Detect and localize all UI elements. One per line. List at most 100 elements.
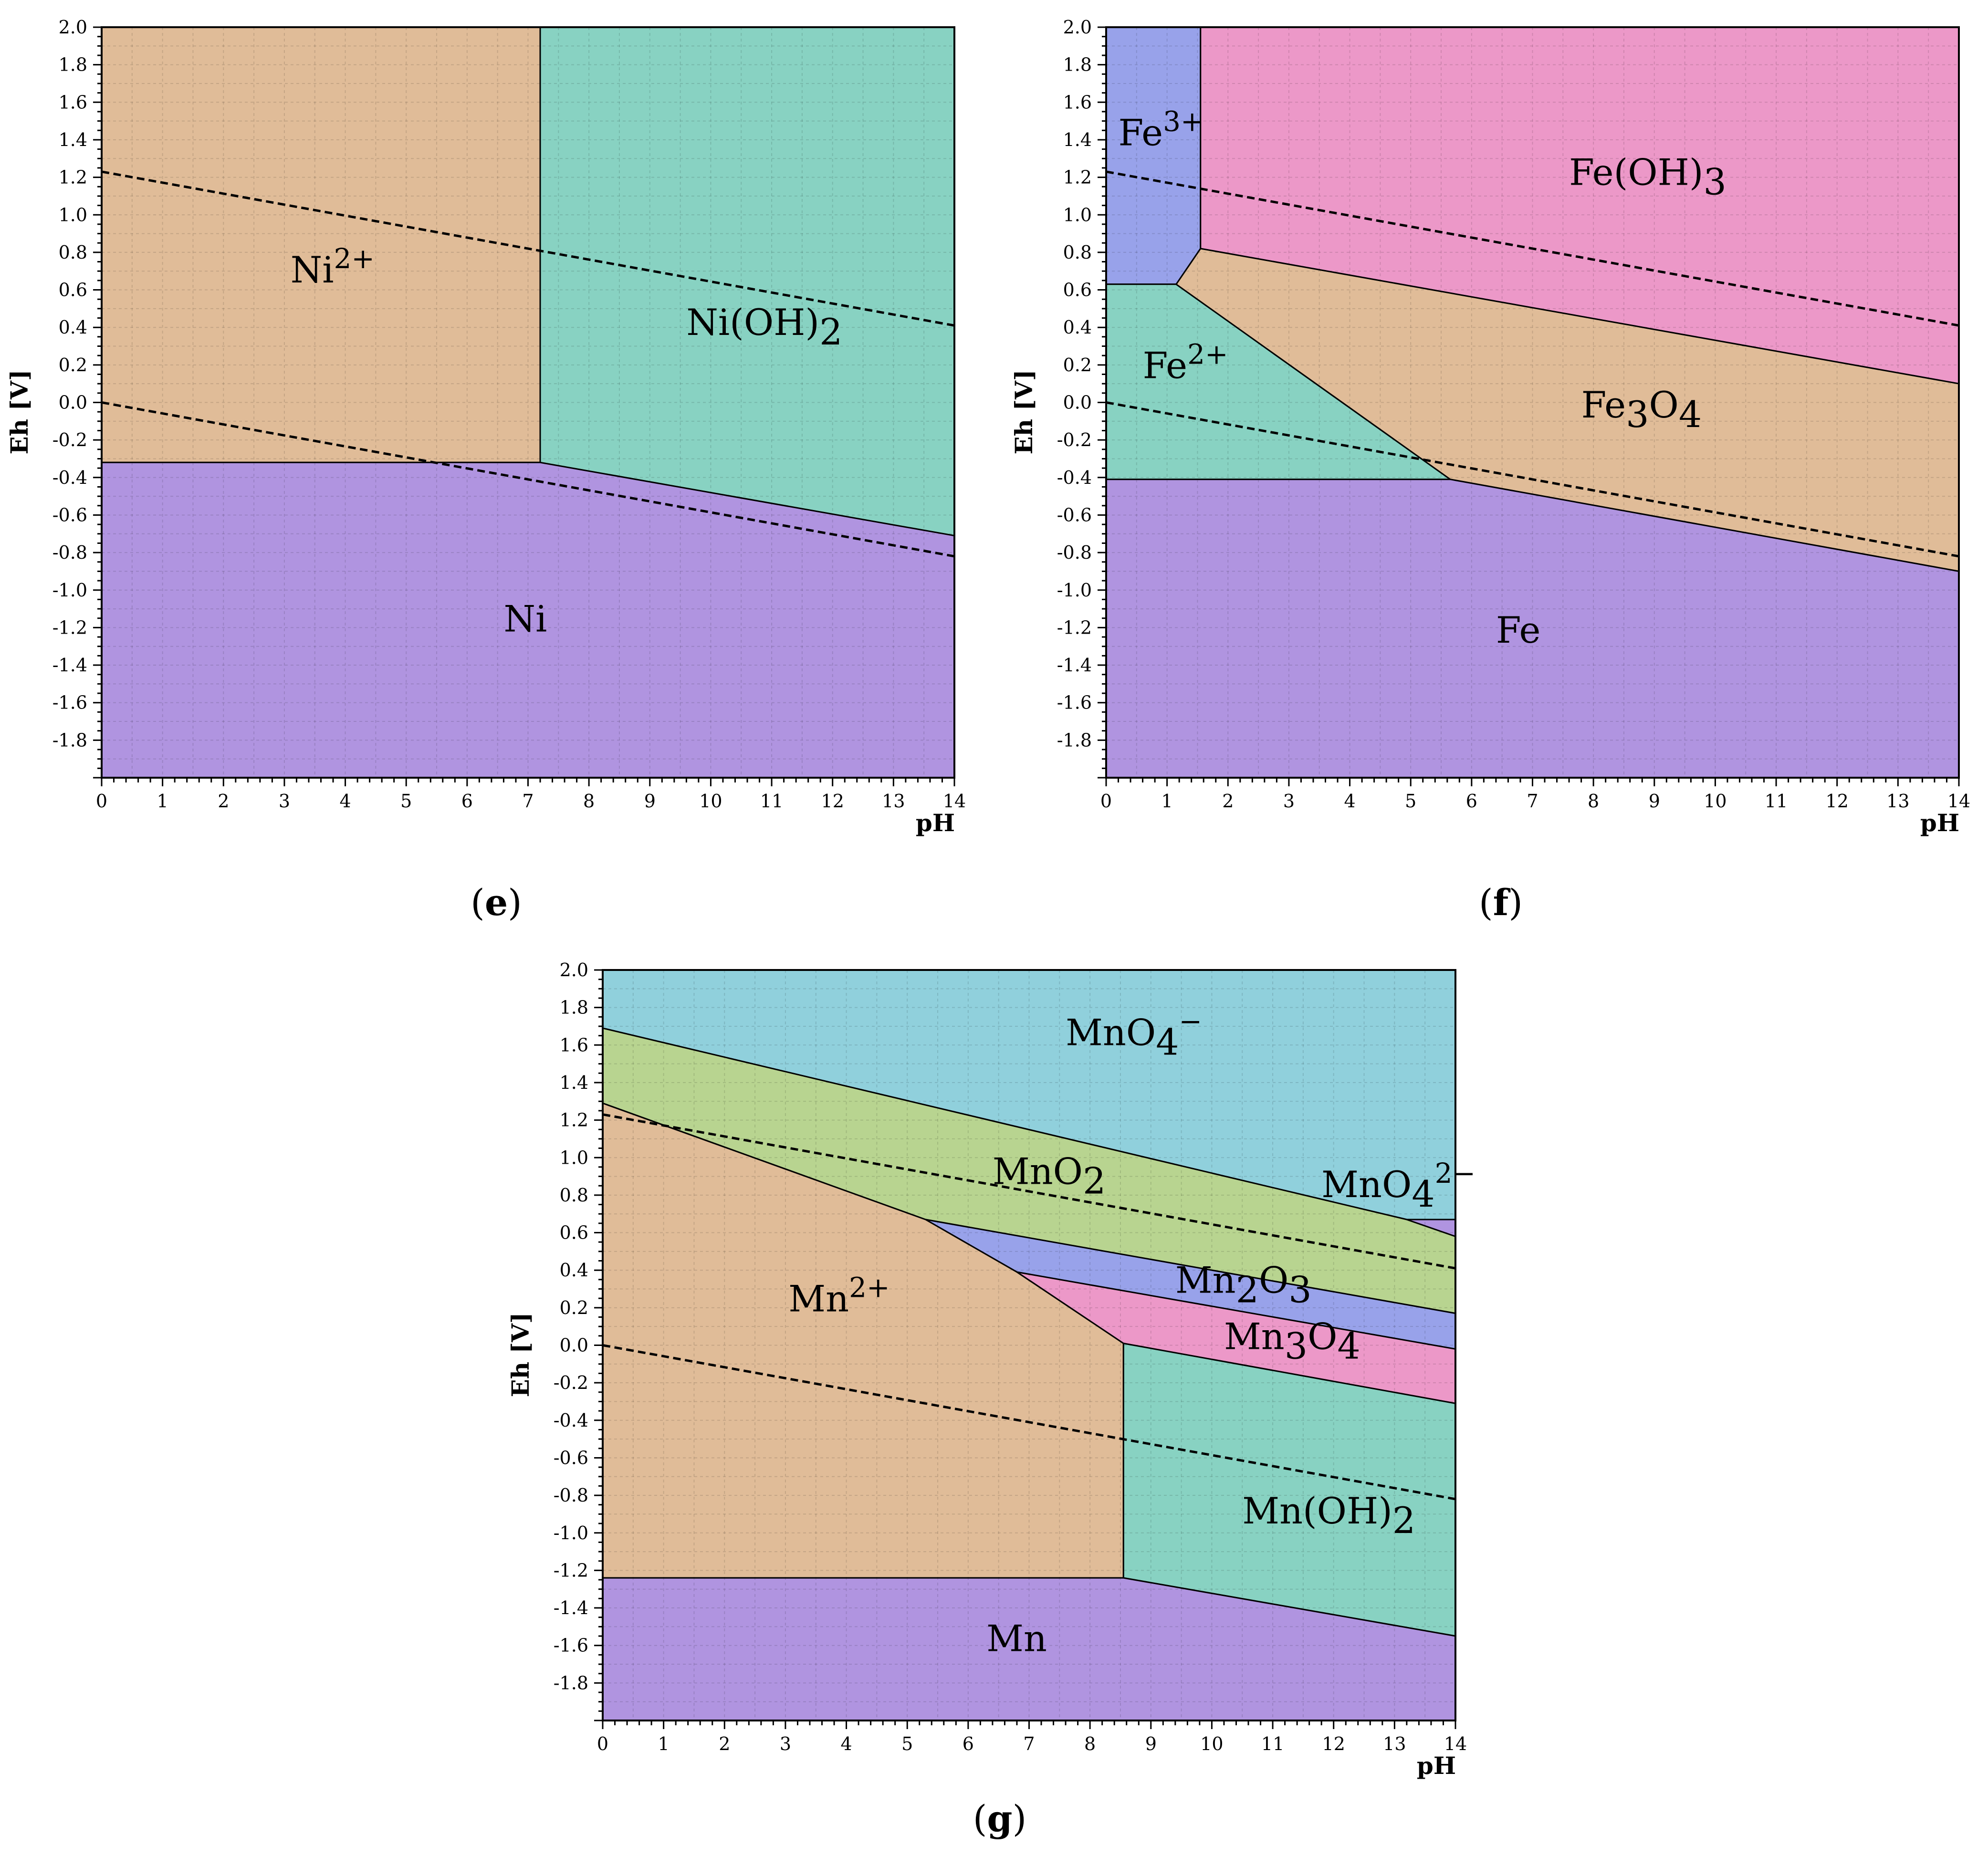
y-tick-label: 1.2 (1063, 167, 1092, 188)
x-tick-label: 12 (821, 791, 844, 812)
x-tick-label: 5 (1405, 791, 1416, 812)
y-tick-label: 1.0 (560, 1147, 588, 1168)
y-tick-label: -0.2 (554, 1372, 588, 1393)
x-tick-label: 3 (780, 1733, 791, 1754)
x-tick-label: 5 (400, 791, 412, 812)
y-tick-label: 1.6 (59, 92, 87, 113)
y-tick-label: 1.8 (59, 54, 87, 75)
region-label-fe-oh-3: Fe(OH)3 (1569, 151, 1726, 203)
y-tick-label: 0.2 (1063, 355, 1092, 375)
y-tick-label: 0.4 (1063, 317, 1092, 338)
regions (602, 969, 1456, 1721)
y-tick-label: -1.8 (1057, 730, 1092, 751)
x-tick-label: 11 (1261, 1733, 1284, 1754)
y-tick-label: 0.8 (59, 242, 87, 263)
y-tick-label: 1.6 (1063, 92, 1092, 113)
y-tick-label: -1.0 (1057, 580, 1092, 601)
chart-panel-e: 0 1 2 3 4 5 6 7 8 9 10 11 12 13 142.01.81.61.41.21.00.… (5, 17, 966, 924)
x-tick-label: 9 (644, 791, 656, 812)
x-tick-label: 12 (1322, 1733, 1345, 1754)
y-tick-label: 0.6 (1063, 280, 1092, 301)
y-tick-label: 0.8 (560, 1185, 588, 1206)
y-tick-label: -0.2 (1057, 429, 1092, 450)
y-tick-label: 0.8 (1063, 242, 1092, 263)
x-tick-label: 3 (1283, 791, 1295, 812)
y-tick-label: 2.0 (560, 959, 588, 980)
y-tick-label: 1.8 (560, 997, 588, 1018)
x-tick-label: 1 (1161, 791, 1173, 812)
y-tick-label: -1.4 (554, 1597, 588, 1618)
x-tick-label: 8 (1588, 791, 1599, 812)
y-tick-label: -0.8 (52, 542, 87, 563)
y-tick-label: -1.2 (554, 1560, 588, 1581)
region-label-mno42-: MnO42− (1321, 1157, 1475, 1215)
x-tick-label: 6 (963, 1733, 974, 1754)
y-tick-label: 0.4 (560, 1260, 588, 1281)
y-tick-label: 1.4 (59, 129, 87, 150)
water-line-o2-h2o (101, 170, 955, 327)
y-tick-label: -1.0 (554, 1522, 588, 1543)
x-tick-label: 4 (1344, 791, 1355, 812)
y-tick-label: -1.8 (52, 730, 87, 751)
x-tick-label: 8 (583, 791, 595, 812)
axes: 0 1 2 3 4 5 6 7 8 9 10 11 12 13 142.01.81.61.41.21.00.… (5, 17, 966, 837)
y-tick-label: 0.0 (1063, 392, 1092, 413)
x-tick-label: 9 (1649, 791, 1660, 812)
x-tick-label: 7 (1023, 1733, 1035, 1754)
x-tick-label: 10 (1704, 791, 1726, 812)
y-tick-label: 0.2 (59, 355, 87, 375)
region-label-fe3o4: Fe3O4 (1581, 384, 1702, 436)
y-tick-label: 1.8 (1063, 54, 1092, 75)
y-tick-label: -1.4 (1057, 655, 1092, 676)
panel-label-e: (e) (471, 881, 522, 924)
region-label-ni2-: Ni2+ (291, 242, 375, 291)
region-label-mn3o4: Mn3O4 (1224, 1315, 1360, 1367)
x-tick-label: 14 (1444, 1733, 1467, 1754)
x-tick-label: 13 (1886, 791, 1909, 812)
x-tick-label: 4 (840, 1733, 852, 1754)
y-tick-label: -0.4 (52, 467, 87, 488)
x-axis-title: pH (1920, 809, 1959, 837)
y-tick-label: 1.0 (59, 204, 87, 225)
x-tick-label: 4 (339, 791, 351, 812)
y-tick-label: -0.6 (554, 1447, 588, 1468)
x-tick-label: 0 (597, 1733, 608, 1754)
y-tick-label: -0.8 (554, 1485, 588, 1506)
water-line-o2-h2o (1106, 170, 1959, 327)
region-labels: Ni2+ Ni(OH)2 Ni (291, 242, 843, 640)
x-tick-label: 11 (760, 791, 783, 812)
y-tick-label: -1.2 (1057, 617, 1092, 638)
x-tick-label: 10 (1200, 1733, 1223, 1754)
x-tick-label: 14 (1947, 791, 1970, 812)
y-tick-label: 0.0 (560, 1335, 588, 1356)
region-labels: Fe3+ Fe(OH)3 Fe2+ Fe3O4 Fe (1119, 105, 1726, 651)
region-label-mn: Mn (986, 1617, 1047, 1659)
y-tick-label: -0.2 (52, 429, 87, 450)
panel-label-g: (g) (973, 1797, 1026, 1840)
region-label-ni-oh-2: Ni(OH)2 (686, 301, 842, 353)
y-axis-title: Eh [V] (1010, 370, 1038, 455)
x-tick-label: 13 (882, 791, 905, 812)
water-line-h2o-h2 (1106, 401, 1959, 558)
y-tick-label: 0.0 (59, 392, 87, 413)
y-tick-label: 1.0 (1063, 204, 1092, 225)
chart-panel-g: 0 1 2 3 4 5 6 7 8 9 10 11 12 13 142.01.81.61.41.21.00.… (506, 959, 1475, 1840)
region-ni2- (101, 26, 541, 463)
regions (1105, 26, 1960, 779)
y-tick-label: 0.2 (560, 1297, 588, 1318)
water-line-o2-h2o (602, 1113, 1456, 1270)
y-tick-label: 1.2 (560, 1110, 588, 1131)
x-tick-label: 2 (719, 1733, 730, 1754)
region-label-fe2-: Fe2+ (1143, 338, 1228, 386)
region-label-mn-oh-2: Mn(OH)2 (1242, 1490, 1415, 1542)
y-tick-label: 0.4 (59, 317, 87, 338)
y-tick-label: -0.8 (1057, 542, 1092, 563)
water-line-h2o-h2 (101, 401, 955, 558)
x-tick-label: 8 (1084, 1733, 1096, 1754)
y-tick-label: -1.2 (52, 617, 87, 638)
x-tick-label: 5 (901, 1733, 913, 1754)
y-axis-title: Eh [V] (5, 370, 33, 455)
y-tick-label: 1.4 (1063, 129, 1092, 150)
